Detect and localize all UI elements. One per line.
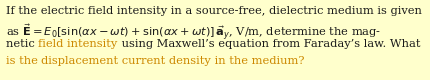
Text: netic: netic: [6, 39, 38, 49]
Text: in the medium?: in the medium?: [211, 56, 304, 66]
Text: as $\vec{\mathbf{E}} = E_0[\sin(\alpha x - \omega t) + \sin(\alpha x + \omega t): as $\vec{\mathbf{E}} = E_0[\sin(\alpha x…: [6, 22, 381, 43]
Text: is the: is the: [6, 56, 41, 66]
Text: displacement current density: displacement current density: [41, 56, 211, 66]
Text: If the electric field intensity in a source-free, dielectric medium is given: If the electric field intensity in a sou…: [6, 6, 421, 16]
Text: using Maxwell’s equation from Faraday’s law. What: using Maxwell’s equation from Faraday’s …: [117, 39, 419, 49]
Text: field intensity: field intensity: [38, 39, 117, 49]
